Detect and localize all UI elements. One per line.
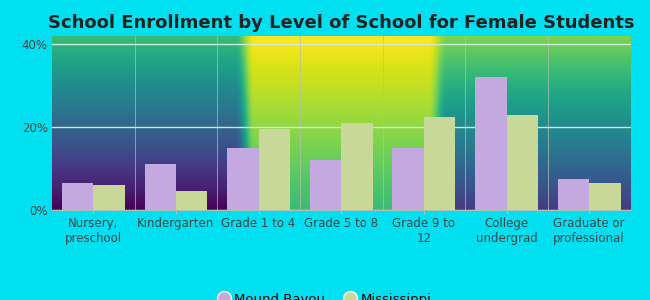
Bar: [62, 183, 94, 210]
Bar: [310, 160, 341, 210]
Title: School Enrollment by Level of School for Female Students: School Enrollment by Level of School for…: [48, 14, 634, 32]
Bar: [589, 183, 621, 210]
Bar: [558, 179, 589, 210]
Bar: [176, 191, 207, 210]
Bar: [506, 115, 538, 210]
Bar: [393, 148, 424, 210]
Bar: [475, 77, 506, 210]
Bar: [144, 164, 176, 210]
Bar: [341, 123, 372, 210]
Bar: [424, 117, 455, 210]
Legend: Mound Bayou, Mississippi: Mound Bayou, Mississippi: [213, 287, 437, 300]
Bar: [94, 185, 125, 210]
Bar: [227, 148, 259, 210]
Bar: [259, 129, 290, 210]
